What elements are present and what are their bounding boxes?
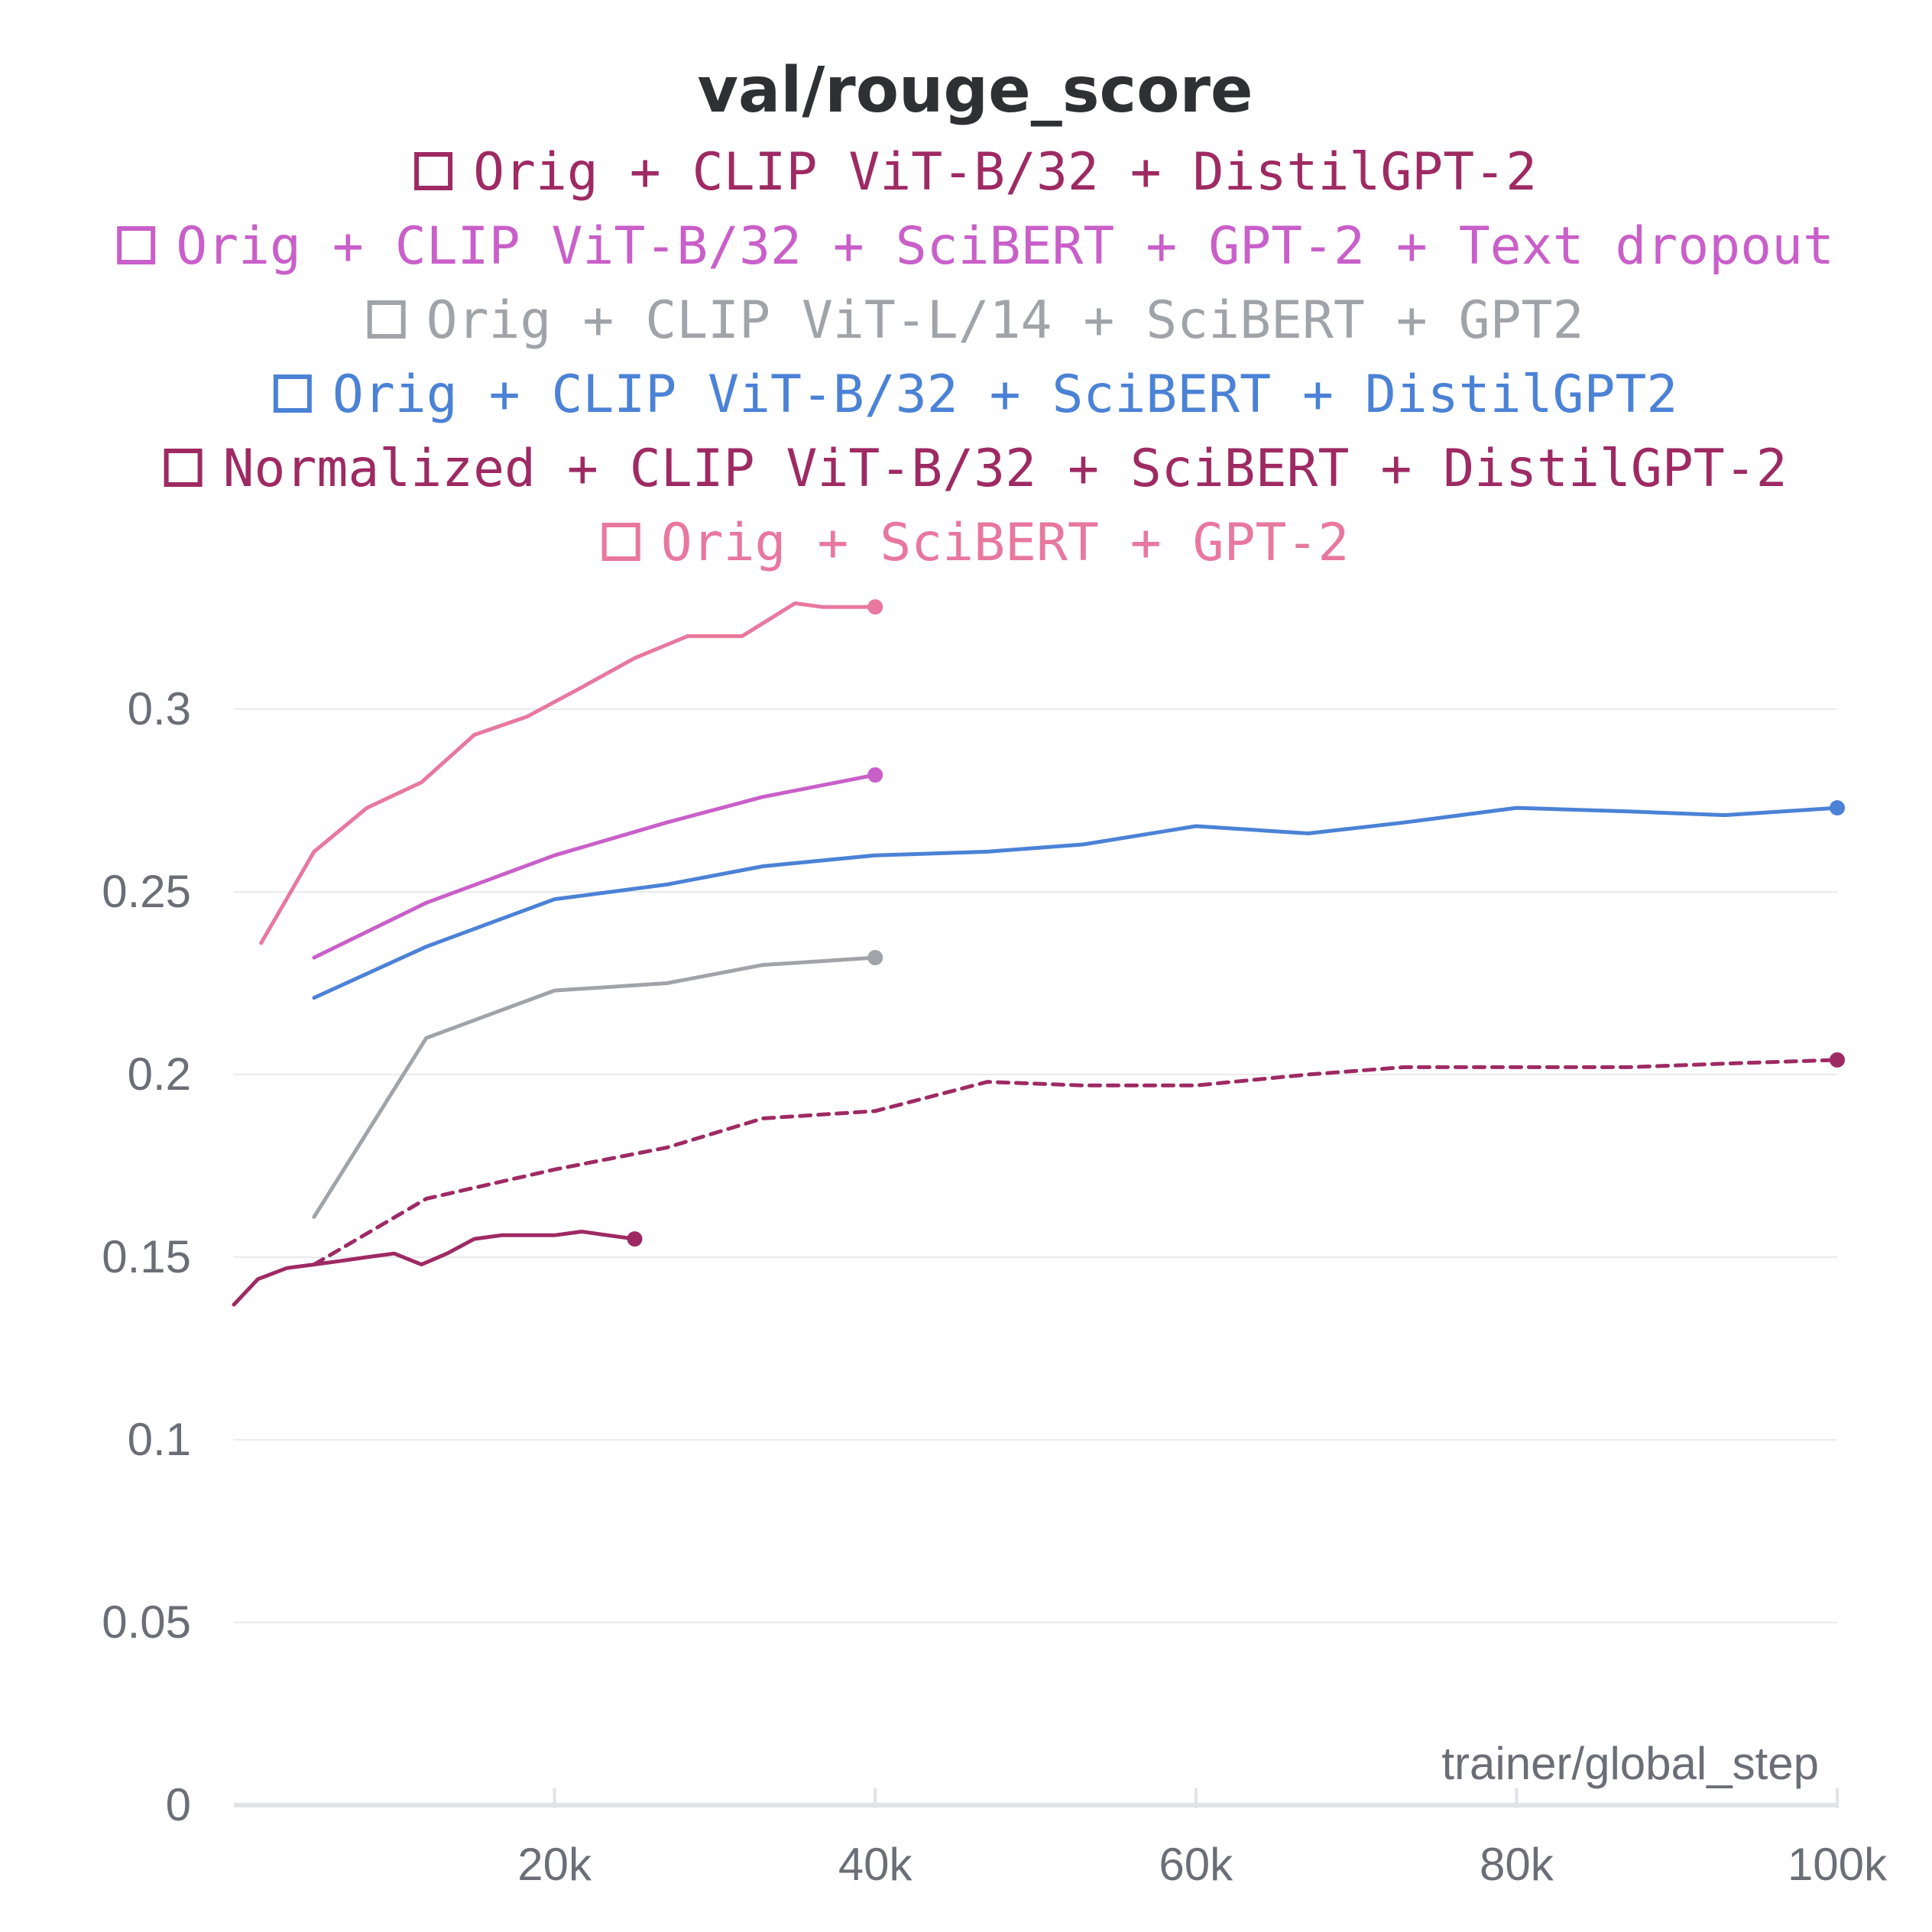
y-tick-label: 0.25 <box>102 866 191 917</box>
y-axis-ticks: 0 0.05 0.1 0.15 0.2 0.25 0.3 <box>102 683 191 1830</box>
series-line[interactable] <box>312 955 877 1219</box>
legend: Orig + CLIP ViT-B/32 + DistilGPT-2 Orig +… <box>117 142 1834 573</box>
series-line[interactable] <box>312 773 877 960</box>
series-line[interactable] <box>312 806 1840 1000</box>
series-group <box>232 599 1845 1307</box>
series-end-point[interactable] <box>867 599 883 615</box>
series-end-point[interactable] <box>867 950 883 966</box>
y-tick-label: 0.3 <box>128 683 191 734</box>
y-tick-label: 0.1 <box>128 1414 191 1465</box>
legend-item[interactable]: Orig + CLIP ViT-B/32 + SciBERT + DistilG… <box>273 365 1678 425</box>
legend-item[interactable]: Orig + CLIP ViT-L/14 + SciBERT + GPT2 <box>367 290 1584 351</box>
legend-item[interactable]: Orig + SciBERT + GPT-2 <box>601 513 1350 573</box>
series-line[interactable] <box>259 601 877 945</box>
legend-label: Orig + CLIP ViT-B/32 + DistilGPT-2 <box>473 142 1537 203</box>
series-end-point[interactable] <box>1830 800 1845 816</box>
series-end-point[interactable] <box>1830 1052 1845 1068</box>
legend-label: Orig + SciBERT + GPT-2 <box>661 513 1350 573</box>
legend-swatch <box>367 300 406 339</box>
x-tick-label: 20k <box>517 1839 592 1890</box>
legend-label: Orig + CLIP ViT-L/14 + SciBERT + GPT2 <box>426 290 1584 351</box>
legend-item[interactable]: Orig + CLIP ViT-B/32 + SciBERT + GPT-2 +… <box>117 216 1834 277</box>
x-tick-label: 40k <box>838 1839 913 1890</box>
y-tick-label: 0.05 <box>102 1596 191 1648</box>
legend-swatch <box>414 152 453 190</box>
x-axis-ticks: 20k 40k 60k 80k 100k <box>517 1788 1888 1890</box>
legend-label: Normalized + CLIP ViT-B/32 + SciBERT + D… <box>223 439 1788 499</box>
y-tick-label: 0.2 <box>128 1049 191 1100</box>
gridlines <box>234 708 1837 1623</box>
legend-swatch <box>164 449 203 487</box>
series-line[interactable] <box>312 1058 1840 1267</box>
legend-item[interactable]: Orig + CLIP ViT-B/32 + DistilGPT-2 <box>414 142 1537 203</box>
legend-swatch <box>601 523 640 561</box>
x-axis-title: trainer/global_step <box>1441 1738 1819 1789</box>
chart-title: val/rouge_score <box>697 54 1253 127</box>
legend-item[interactable]: Normalized + CLIP ViT-B/32 + SciBERT + D… <box>164 439 1788 499</box>
series-line[interactable] <box>232 1230 637 1307</box>
y-tick-label: 0 <box>166 1779 191 1830</box>
series-end-point[interactable] <box>867 767 883 783</box>
legend-label: Orig + CLIP ViT-B/32 + SciBERT + DistilG… <box>332 365 1678 425</box>
x-tick-label: 100k <box>1788 1839 1888 1890</box>
legend-label: Orig + CLIP ViT-B/32 + SciBERT + GPT-2 +… <box>176 216 1834 277</box>
legend-swatch <box>273 374 312 413</box>
x-tick-label: 60k <box>1159 1839 1233 1890</box>
y-tick-label: 0.15 <box>102 1231 191 1282</box>
x-tick-label: 80k <box>1480 1839 1554 1890</box>
series-end-point[interactable] <box>627 1231 643 1247</box>
legend-swatch <box>117 226 156 264</box>
